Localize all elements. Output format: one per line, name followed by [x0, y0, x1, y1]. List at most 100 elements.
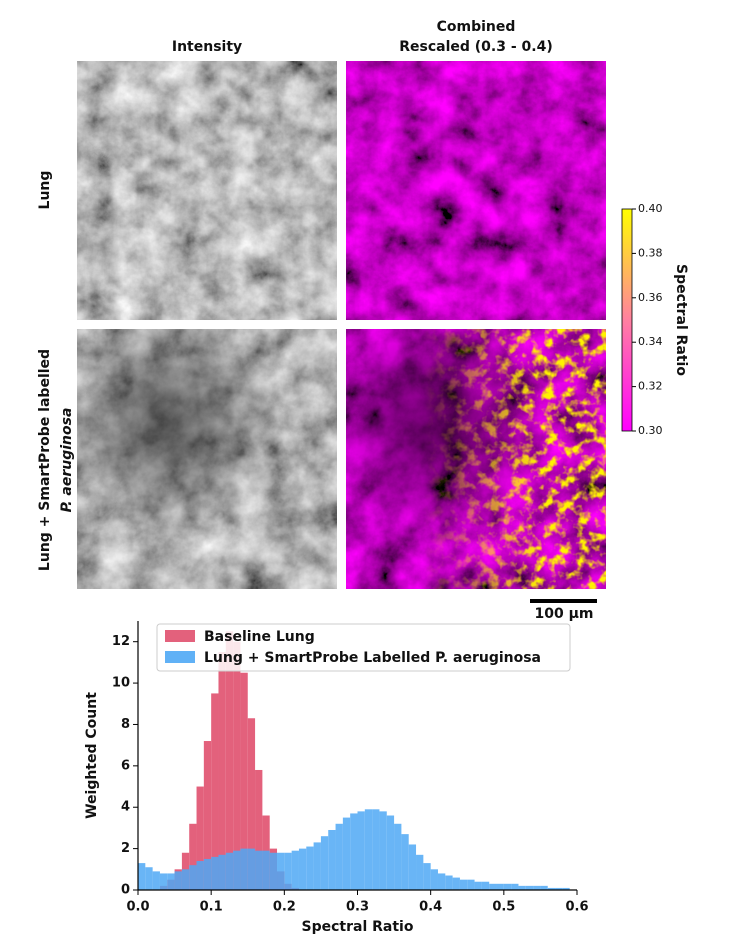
- histogram-bar: [379, 811, 387, 890]
- histogram-bar: [342, 817, 351, 890]
- column-title: Rescaled (0.3 - 0.4): [399, 39, 553, 55]
- histogram-bar: [284, 852, 292, 890]
- y-tick-label: 2: [121, 841, 130, 856]
- x-tick-label: 0.2: [273, 900, 296, 915]
- histogram-bar: [452, 877, 460, 890]
- histogram-bar: [533, 885, 541, 890]
- histogram-bar: [211, 693, 219, 890]
- histogram-bar: [174, 871, 182, 890]
- histogram-bar: [518, 885, 526, 890]
- histogram-bar: [540, 885, 548, 890]
- x-tick-label: 0.4: [419, 900, 442, 915]
- histogram-bar: [555, 887, 563, 890]
- row-label: P. aeruginosa: [59, 408, 75, 513]
- histogram-bar: [203, 858, 212, 890]
- histogram-bar: [240, 672, 248, 890]
- histogram-bar: [269, 852, 278, 890]
- column-title: Combined: [437, 19, 516, 35]
- legend-swatch: [165, 630, 195, 642]
- legend-label: Lung + SmartProbe Labelled P. aeruginosa: [204, 650, 541, 666]
- colorbar-tick-label: 0.38: [638, 246, 663, 259]
- row-label: Lung: [37, 171, 53, 210]
- histogram-bar: [437, 873, 446, 890]
- y-tick-label: 8: [121, 717, 130, 732]
- histogram-bar: [503, 883, 512, 890]
- histogram-bar: [159, 873, 168, 890]
- legend-swatch: [165, 651, 195, 663]
- histogram-bar: [401, 834, 409, 890]
- histogram-bar: [511, 883, 519, 890]
- histogram-bar: [262, 850, 270, 890]
- histogram-bar: [481, 881, 490, 890]
- histogram-bar: [430, 869, 438, 890]
- row-label: Lung + SmartProbe labelled: [37, 349, 53, 571]
- histogram-bar: [306, 846, 314, 890]
- histogram-bar: [416, 854, 424, 890]
- histogram-bar: [218, 854, 226, 890]
- histogram-bar: [372, 809, 380, 890]
- histogram-bar: [189, 823, 197, 890]
- histogram-bar: [152, 871, 160, 890]
- colorbar-tick-label: 0.30: [638, 424, 663, 437]
- intensity-image-lung: [77, 61, 337, 320]
- histogram-bar: [459, 879, 468, 890]
- histogram-bar: [255, 769, 263, 890]
- colorbar-tick-label: 0.34: [638, 335, 663, 348]
- x-tick-label: 0.5: [492, 900, 515, 915]
- histogram-bar: [562, 887, 570, 890]
- colorbar: [621, 208, 633, 432]
- histogram-bar: [445, 875, 453, 890]
- histogram-bar: [335, 823, 343, 890]
- histogram-bar: [196, 786, 204, 890]
- histogram-bar: [386, 815, 395, 890]
- histogram-bar: [181, 869, 190, 890]
- y-tick-label: 6: [121, 758, 130, 773]
- legend-box: [156, 623, 571, 672]
- histogram-bar: [225, 631, 234, 890]
- x-tick-label: 0.6: [565, 900, 588, 915]
- histogram-bar: [313, 842, 321, 890]
- histogram-bar: [211, 856, 219, 890]
- histogram-bar: [320, 836, 329, 890]
- y-tick-label: 4: [121, 800, 130, 815]
- x-axis-label: Spectral Ratio: [302, 919, 414, 935]
- histogram-bar: [189, 865, 197, 890]
- histogram-bar: [247, 848, 256, 890]
- histogram-bar: [145, 867, 153, 890]
- histogram-bar: [423, 863, 431, 890]
- ratio-image-lung: [346, 61, 606, 320]
- histogram-bar: [364, 809, 373, 890]
- histogram-bar: [247, 718, 256, 890]
- histogram-bar: [233, 641, 241, 890]
- histogram-bar: [350, 813, 358, 890]
- ratio-highlight: [346, 329, 606, 589]
- column-title: Intensity: [172, 39, 242, 55]
- y-axis-label: Weighted Count: [84, 692, 100, 819]
- histogram-bar: [328, 829, 336, 890]
- histogram-bar: [167, 873, 175, 890]
- histogram-bar: [233, 850, 241, 890]
- histogram-bar: [203, 741, 212, 890]
- histogram-bar: [467, 879, 475, 890]
- y-tick-label: 10: [112, 676, 130, 691]
- scale-bar-label: 100 µm: [535, 606, 594, 622]
- x-tick-label: 0.1: [200, 900, 223, 915]
- colorbar-tick-label: 0.36: [638, 291, 663, 304]
- histogram-bar: [291, 850, 299, 890]
- histogram-bar: [277, 852, 285, 890]
- y-tick-label: 12: [112, 634, 130, 649]
- x-tick-label: 0.3: [346, 900, 369, 915]
- histogram-bar: [196, 861, 204, 890]
- histogram-bar: [218, 652, 226, 890]
- histogram-bar: [408, 844, 417, 890]
- x-tick-label: 0.0: [126, 900, 149, 915]
- histogram-bar: [474, 881, 482, 890]
- legend-label: Baseline Lung: [204, 629, 315, 645]
- histogram-bar: [394, 823, 402, 890]
- histogram-bar: [357, 811, 365, 890]
- colorbar-label: Spectral Ratio: [673, 264, 689, 376]
- histogram-bar: [298, 848, 307, 890]
- colorbar-tick-label: 0.40: [638, 202, 663, 215]
